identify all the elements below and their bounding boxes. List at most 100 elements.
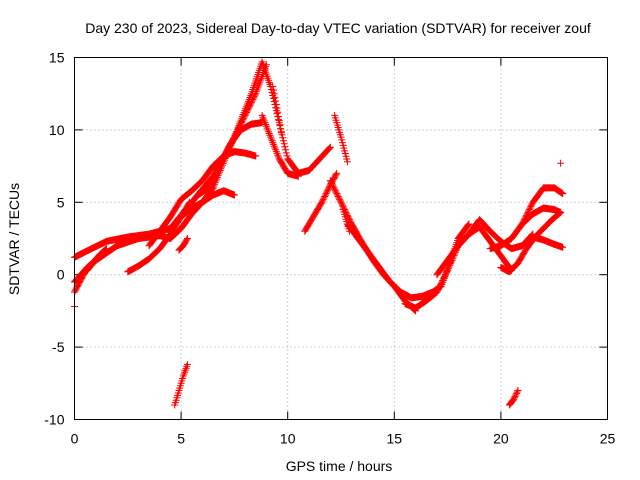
data-marker bbox=[333, 190, 341, 198]
data-marker bbox=[269, 86, 277, 94]
data-point bbox=[557, 159, 565, 167]
x-axis-label: GPS time / hours bbox=[286, 458, 393, 474]
data-marker bbox=[325, 145, 333, 153]
data-marker bbox=[274, 112, 282, 120]
series-track-05 bbox=[83, 245, 110, 274]
data-marker bbox=[338, 200, 346, 208]
data-point bbox=[326, 177, 334, 185]
data-marker bbox=[272, 104, 280, 112]
data-marker bbox=[207, 179, 215, 187]
data-marker bbox=[265, 128, 273, 136]
data-marker bbox=[434, 287, 442, 295]
data-marker bbox=[336, 195, 344, 203]
data-marker bbox=[210, 174, 218, 182]
data-marker bbox=[238, 117, 246, 125]
x-tick-label: 25 bbox=[600, 431, 616, 447]
data-point bbox=[183, 360, 191, 368]
data-point bbox=[252, 152, 260, 160]
data-point bbox=[433, 288, 441, 296]
series-track-19 bbox=[497, 208, 565, 276]
data-marker bbox=[521, 214, 529, 222]
data-marker bbox=[278, 131, 286, 139]
data-marker bbox=[274, 151, 282, 159]
data-marker bbox=[510, 394, 518, 402]
data-marker bbox=[439, 276, 447, 284]
data-marker bbox=[208, 178, 216, 186]
series-track-07 bbox=[145, 148, 260, 250]
data-marker bbox=[329, 182, 337, 190]
data-marker bbox=[328, 179, 336, 187]
data-marker bbox=[209, 175, 217, 183]
data-marker bbox=[522, 213, 530, 221]
data-marker bbox=[206, 181, 214, 189]
series-track-25 bbox=[175, 235, 191, 254]
data-marker bbox=[322, 190, 330, 198]
data-marker bbox=[527, 201, 535, 209]
series-track-11 bbox=[269, 82, 285, 137]
data-marker bbox=[271, 144, 279, 152]
data-marker bbox=[282, 149, 290, 157]
data-marker bbox=[269, 139, 277, 147]
data-point bbox=[205, 184, 213, 192]
data-marker bbox=[248, 97, 256, 105]
data-point bbox=[186, 198, 194, 206]
data-marker bbox=[211, 172, 219, 180]
data-marker bbox=[556, 209, 564, 217]
data-point bbox=[102, 245, 110, 253]
data-marker bbox=[277, 125, 285, 133]
data-point bbox=[559, 190, 567, 198]
data-marker bbox=[249, 95, 257, 103]
series-track-24 bbox=[505, 387, 522, 409]
data-marker bbox=[264, 126, 272, 134]
data-marker bbox=[513, 388, 521, 396]
data-point bbox=[215, 162, 223, 170]
data-point bbox=[343, 158, 351, 166]
data-marker bbox=[332, 171, 340, 179]
data-point bbox=[277, 129, 285, 137]
data-marker bbox=[338, 201, 346, 209]
y-tick-label: 10 bbox=[49, 122, 65, 138]
data-marker bbox=[271, 93, 279, 101]
data-marker bbox=[265, 130, 273, 138]
data-marker bbox=[263, 124, 271, 132]
data-marker bbox=[240, 114, 248, 122]
data-marker bbox=[527, 203, 535, 211]
y-axis-label: SDTVAR / TECUs bbox=[6, 183, 22, 295]
data-point bbox=[258, 111, 266, 119]
data-point bbox=[294, 172, 302, 180]
data-marker bbox=[279, 137, 287, 145]
series-track-17 bbox=[433, 216, 537, 279]
data-marker bbox=[444, 265, 452, 273]
data-marker bbox=[442, 269, 450, 277]
series-track-22 bbox=[557, 159, 565, 167]
data-marker bbox=[239, 116, 247, 124]
data-marker bbox=[326, 144, 334, 152]
data-marker bbox=[270, 90, 278, 98]
tick-labels: 0 5 10 15 20 25 -10 -5 0 5 10 15 bbox=[44, 50, 615, 447]
y-tick-label: 15 bbox=[49, 50, 65, 66]
series-track-18 bbox=[486, 204, 565, 253]
data-marker bbox=[268, 137, 276, 145]
data-marker bbox=[242, 109, 250, 117]
data-marker bbox=[206, 182, 214, 190]
data-marker bbox=[262, 120, 270, 128]
data-marker bbox=[336, 197, 344, 205]
y-tick-label: -5 bbox=[52, 339, 65, 355]
data-marker bbox=[512, 391, 520, 399]
data-marker bbox=[330, 184, 338, 192]
data-marker bbox=[215, 164, 223, 172]
data-marker bbox=[261, 119, 269, 127]
data-marker bbox=[218, 158, 226, 166]
y-tick-label: -10 bbox=[44, 412, 64, 428]
data-marker bbox=[259, 113, 267, 121]
data-marker bbox=[225, 143, 233, 151]
data-marker bbox=[102, 245, 110, 253]
data-marker bbox=[273, 149, 281, 157]
data-marker bbox=[267, 135, 275, 143]
data-marker bbox=[270, 142, 278, 150]
data-marker bbox=[334, 193, 342, 201]
data-marker bbox=[213, 168, 221, 176]
data-marker bbox=[523, 210, 531, 218]
data-marker bbox=[212, 169, 220, 177]
